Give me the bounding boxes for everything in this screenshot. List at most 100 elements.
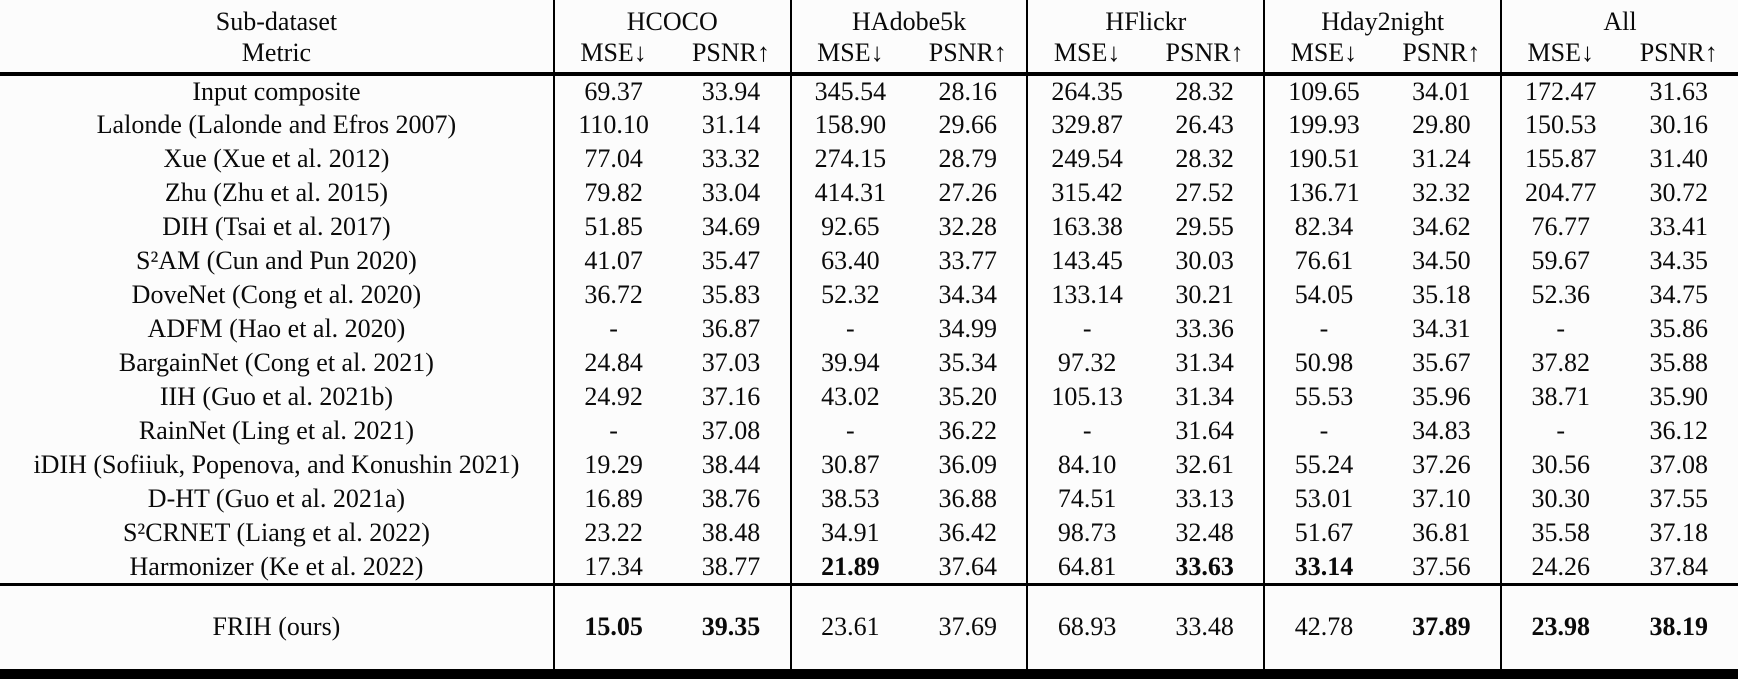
metric-value-cell: 79.82 xyxy=(552,176,673,210)
metric-header-mse: MSE↓ xyxy=(552,37,673,76)
metric-value-cell: 34.62 xyxy=(1412,212,1471,242)
metric-value-cell: 23.61 xyxy=(789,582,910,679)
metric-value-cell: 33.14 xyxy=(1263,550,1383,584)
metric-value-cell: 68.93 xyxy=(1026,582,1146,679)
metric-value-cell: 28.32 xyxy=(1175,77,1234,107)
method-name-cell: S²CRNET (Liang et al. 2022) xyxy=(122,518,430,548)
metric-value-cell: 38.76 xyxy=(701,484,761,514)
table-row: IIH (Guo et al. 2021b) 24.92 37.16 43.02 35.… xyxy=(0,380,1738,414)
metric-value-cell: 158.90 xyxy=(789,108,910,142)
metric-value-cell: 76.77 xyxy=(1500,210,1620,244)
metric-value-cell: 33.77 xyxy=(938,246,998,276)
metric-value-cell: 52.32 xyxy=(789,278,910,312)
metric-value-cell: 33.36 xyxy=(1175,314,1234,344)
metric-value-cell: 37.08 xyxy=(1649,450,1708,480)
metric-value-cell: 26.43 xyxy=(1175,110,1234,140)
metric-value-cell: 35.96 xyxy=(1412,382,1471,412)
metric-value-cell: 105.13 xyxy=(1026,380,1146,414)
metric-value-cell: 315.42 xyxy=(1026,176,1146,210)
metric-value-cell: 28.32 xyxy=(1175,144,1234,174)
method-name-cell: FRIH (ours) xyxy=(0,582,554,679)
metric-value-cell: 36.12 xyxy=(1649,416,1708,446)
metric-value-cell: 29.66 xyxy=(938,110,998,140)
metric-value-cell: 31.14 xyxy=(701,110,761,140)
metric-value-cell: 37.18 xyxy=(1649,518,1708,548)
metric-value-cell: 38.77 xyxy=(701,551,761,581)
metric-value-cell: 37.26 xyxy=(1412,450,1471,480)
metric-value-cell: 43.02 xyxy=(789,380,910,414)
metric-value-cell: 31.34 xyxy=(1175,348,1234,378)
metric-value-cell: 109.65 xyxy=(1263,74,1383,108)
method-name-cell: IIH (Guo et al. 2021b) xyxy=(159,382,394,412)
table-row: RainNet (Ling et al. 2021) -37.08-36.22-3… xyxy=(0,414,1738,448)
metric-value-cell: 30.16 xyxy=(1649,110,1708,140)
metric-value-cell: 249.54 xyxy=(1026,142,1146,176)
metric-value-cell: 30.87 xyxy=(789,448,910,482)
footer-row-frih: FRIH (ours) 15.05 39.35 23.61 37.69 68.93 33.4… xyxy=(0,582,1738,679)
metric-value-cell: 19.29 xyxy=(552,448,673,482)
metric-value-cell: 36.42 xyxy=(938,518,998,548)
metric-value-cell: 32.61 xyxy=(1175,450,1234,480)
metric-value-cell: 63.40 xyxy=(789,244,910,278)
metric-value-cell: 414.31 xyxy=(789,176,910,210)
table-row: S²AM (Cun and Pun 2020) 41.07 35.47 63.40 33… xyxy=(0,244,1738,278)
metric-value-cell: 98.73 xyxy=(1026,516,1146,550)
metric-value-cell: 199.93 xyxy=(1263,108,1383,142)
metric-value-cell: 37.64 xyxy=(938,551,998,581)
metric-value-cell: 34.91 xyxy=(789,516,910,550)
metric-header-mse: MSE↓ xyxy=(1263,37,1383,76)
metric-value-cell: 172.47 xyxy=(1500,74,1620,108)
metric-value-cell: 33.48 xyxy=(1145,582,1265,679)
group-header-hday2night: Hday2night xyxy=(1263,0,1502,37)
metric-value-cell: 35.20 xyxy=(938,382,998,412)
metric-value-cell: 345.54 xyxy=(789,74,910,108)
table-row: BargainNet (Cong et al. 2021) 24.84 37.03 3… xyxy=(0,346,1738,380)
table-row: Lalonde (Lalonde and Efros 2007) 110.10 31… xyxy=(0,108,1738,142)
metric-value-cell: 34.69 xyxy=(701,212,761,242)
metric-value-cell: - xyxy=(1026,414,1146,448)
metric-value-cell: 84.10 xyxy=(1026,448,1146,482)
metric-value-cell: 38.48 xyxy=(701,518,761,548)
metric-value-cell: 17.34 xyxy=(552,550,673,584)
metric-value-cell: 36.72 xyxy=(552,278,673,312)
metric-value-cell: 37.10 xyxy=(1412,484,1471,514)
group-header-all: All xyxy=(1500,0,1738,37)
metric-value-cell: 33.13 xyxy=(1175,484,1234,514)
metric-value-cell: 35.83 xyxy=(701,280,761,310)
metric-value-cell: 33.04 xyxy=(701,178,761,208)
metric-value-cell: 53.01 xyxy=(1263,482,1383,516)
table-row: DoveNet (Cong et al. 2020) 36.72 35.83 52.3… xyxy=(0,278,1738,312)
metric-value-cell: 35.67 xyxy=(1412,348,1471,378)
metric-value-cell: 36.22 xyxy=(938,416,998,446)
metric-header-mse: MSE↓ xyxy=(1500,37,1620,76)
metric-header-mse: MSE↓ xyxy=(1026,37,1146,76)
metric-value-cell: 34.31 xyxy=(1412,314,1471,344)
metric-value-cell: 204.77 xyxy=(1500,176,1620,210)
table-row: S²CRNET (Liang et al. 2022) 23.22 38.48 34.… xyxy=(0,516,1738,550)
metric-value-cell: 64.81 xyxy=(1026,550,1146,584)
method-name-cell: DoveNet (Cong et al. 2020) xyxy=(131,280,422,310)
metric-value-cell: 150.53 xyxy=(1500,108,1620,142)
table-footer: FRIH (ours) 15.05 39.35 23.61 37.69 68.93 33.4… xyxy=(0,582,1738,679)
metric-value-cell: 76.61 xyxy=(1263,244,1383,278)
metric-value-cell: 34.50 xyxy=(1412,246,1471,276)
metric-value-cell: 155.87 xyxy=(1500,142,1620,176)
metric-header-mse: MSE↓ xyxy=(789,37,910,76)
metric-value-cell: 34.75 xyxy=(1649,280,1708,310)
table-row: D-HT (Guo et al. 2021a) 16.89 38.76 38.53 36… xyxy=(0,482,1738,516)
metric-value-cell: 42.78 xyxy=(1263,582,1383,679)
table-row: Input composite 69.37 33.94 345.54 28.16 264.… xyxy=(0,74,1738,108)
metric-value-cell: 27.26 xyxy=(938,178,998,208)
metric-value-cell: 35.88 xyxy=(1649,348,1708,378)
metric-value-cell: - xyxy=(552,312,673,346)
metric-value-cell: 33.41 xyxy=(1649,212,1708,242)
metric-value-cell: 36.87 xyxy=(701,314,761,344)
metric-value-cell: 37.55 xyxy=(1649,484,1708,514)
metric-value-cell: 41.07 xyxy=(552,244,673,278)
metric-value-cell: 15.05 xyxy=(552,582,673,679)
metric-value-cell: 33.94 xyxy=(701,77,761,107)
method-name-cell: iDIH (Sofiiuk, Popenova, and Konushin 20… xyxy=(33,450,520,480)
metric-value-cell: 34.01 xyxy=(1412,77,1471,107)
metric-value-cell: 21.89 xyxy=(789,550,910,584)
table-row: ADFM (Hao et al. 2020) -36.87-34.99-33.36… xyxy=(0,312,1738,346)
